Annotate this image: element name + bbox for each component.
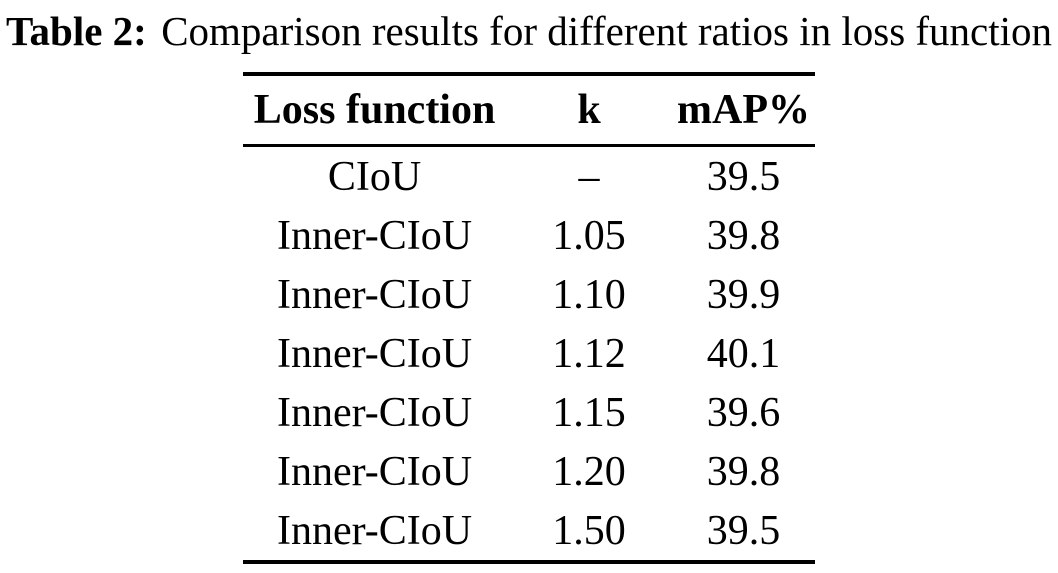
table-cell-loss-function: Inner-CIoU xyxy=(277,389,473,436)
table-cell-k: 1.15 xyxy=(552,389,626,436)
column-header-loss-function: Loss function xyxy=(243,74,507,147)
table-row: CIoU – 39.5 xyxy=(243,146,815,207)
table-row: Inner-CIoU 1.10 39.9 xyxy=(243,265,815,324)
table-cell-map: 39.5 xyxy=(706,507,781,554)
table-cell-loss-function: Inner-CIoU xyxy=(277,212,473,259)
table-cell-map: 39.5 xyxy=(706,153,781,200)
table-row: Inner-CIoU 1.12 40.1 xyxy=(243,324,815,383)
table-row: Inner-CIoU 1.15 39.6 xyxy=(243,383,815,442)
table-cell-map: 39.8 xyxy=(706,212,781,259)
table-cell-k: 1.05 xyxy=(552,212,626,259)
column-header-map: mAP% xyxy=(671,74,815,147)
table-cell-k: 1.50 xyxy=(552,507,626,554)
table-cell-map: 39.8 xyxy=(706,448,781,495)
table-cell-loss-function: CIoU xyxy=(327,153,422,200)
table-row: Inner-CIoU 1.50 39.5 xyxy=(243,501,815,562)
table-cell-loss-function: Inner-CIoU xyxy=(277,507,473,554)
column-header-k: k xyxy=(506,74,672,147)
table-cell-map: 39.9 xyxy=(706,271,781,318)
table-row: Inner-CIoU 1.05 39.8 xyxy=(243,206,815,265)
table-caption: Table 2: Comparison results for different… xyxy=(0,0,1058,58)
table-cell-loss-function: Inner-CIoU xyxy=(277,330,473,377)
table-cell-loss-function: Inner-CIoU xyxy=(277,448,473,495)
caption-label: Table 2: xyxy=(5,8,147,54)
table-cell-map: 39.6 xyxy=(706,389,781,436)
results-table: Loss function k mAP% CIoU – 39.5 Inner-C… xyxy=(243,72,815,564)
table-cell-k: 1.20 xyxy=(552,448,626,495)
table-cell-k: – xyxy=(578,153,600,200)
header-row: Loss function k mAP% xyxy=(243,74,815,147)
table-row: Inner-CIoU 1.20 39.8 xyxy=(243,442,815,501)
caption-text: Comparison results for different ratios … xyxy=(161,8,1053,54)
table-cell-k: 1.12 xyxy=(552,330,626,377)
table-cell-map: 40.1 xyxy=(706,330,781,377)
results-table-container: Loss function k mAP% CIoU – 39.5 Inner-C… xyxy=(243,72,815,564)
table-cell-k: 1.10 xyxy=(552,271,626,318)
table-cell-loss-function: Inner-CIoU xyxy=(277,271,473,318)
